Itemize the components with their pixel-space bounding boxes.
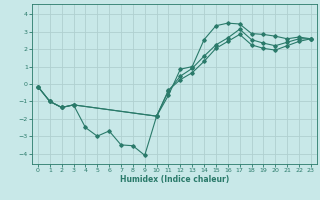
X-axis label: Humidex (Indice chaleur): Humidex (Indice chaleur) [120, 175, 229, 184]
